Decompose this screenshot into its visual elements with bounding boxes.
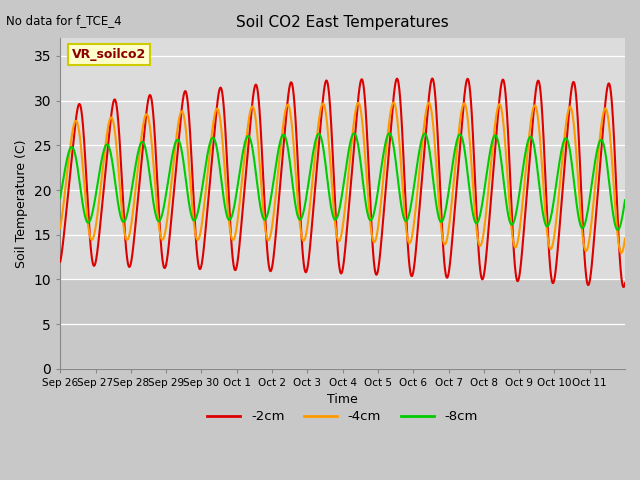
X-axis label: Time: Time <box>327 394 358 407</box>
Title: Soil CO2 East Temperatures: Soil CO2 East Temperatures <box>236 15 449 30</box>
Y-axis label: Soil Temperature (C): Soil Temperature (C) <box>15 139 28 268</box>
Text: VR_soilco2: VR_soilco2 <box>72 48 146 61</box>
Bar <box>60 38 625 279</box>
Legend: -2cm, -4cm, -8cm: -2cm, -4cm, -8cm <box>202 405 483 429</box>
Text: No data for f_TCE_4: No data for f_TCE_4 <box>6 14 122 27</box>
